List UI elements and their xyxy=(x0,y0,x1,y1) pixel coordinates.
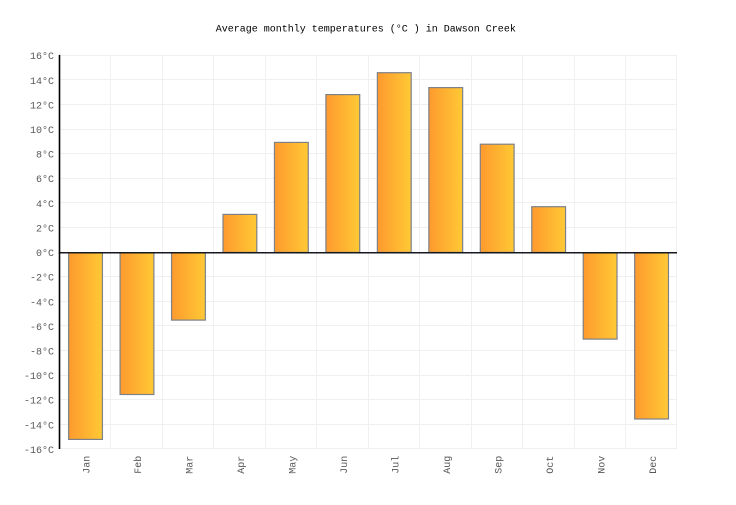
svg-text:-8°C: -8°C xyxy=(30,346,54,358)
svg-text:Jul: Jul xyxy=(390,456,402,474)
svg-text:12°C: 12°C xyxy=(30,100,54,112)
svg-text:Mar: Mar xyxy=(186,456,197,474)
svg-text:-10°C: -10°C xyxy=(24,371,54,383)
svg-text:-12°C: -12°C xyxy=(24,396,54,408)
svg-text:16°C: 16°C xyxy=(30,51,54,63)
svg-text:-4°C: -4°C xyxy=(30,297,54,309)
svg-text:-2°C: -2°C xyxy=(30,273,54,285)
svg-text:0°C: 0°C xyxy=(36,248,54,260)
svg-text:Aug: Aug xyxy=(443,456,454,474)
svg-text:2°C: 2°C xyxy=(36,223,54,235)
svg-text:Apr: Apr xyxy=(237,456,248,474)
svg-text:-16°C: -16°C xyxy=(24,445,54,457)
svg-text:Dec: Dec xyxy=(649,456,660,474)
svg-text:Nov: Nov xyxy=(597,456,608,474)
svg-text:6°C: 6°C xyxy=(36,174,54,186)
svg-text:Jun: Jun xyxy=(340,456,351,474)
svg-text:Average monthly temperatures (: Average monthly temperatures (°C ) in Da… xyxy=(216,24,516,36)
svg-text:Feb: Feb xyxy=(133,456,145,474)
svg-text:Oct: Oct xyxy=(546,456,557,474)
svg-text:4°C: 4°C xyxy=(36,199,54,211)
svg-text:-14°C: -14°C xyxy=(24,420,54,432)
svg-text:8°C: 8°C xyxy=(36,150,54,162)
svg-text:May: May xyxy=(289,456,300,474)
svg-text:14°C: 14°C xyxy=(30,76,54,88)
svg-text:10°C: 10°C xyxy=(30,125,54,137)
svg-text:Jan: Jan xyxy=(83,456,94,474)
svg-text:-6°C: -6°C xyxy=(30,322,54,334)
svg-text:Sep: Sep xyxy=(494,456,505,474)
